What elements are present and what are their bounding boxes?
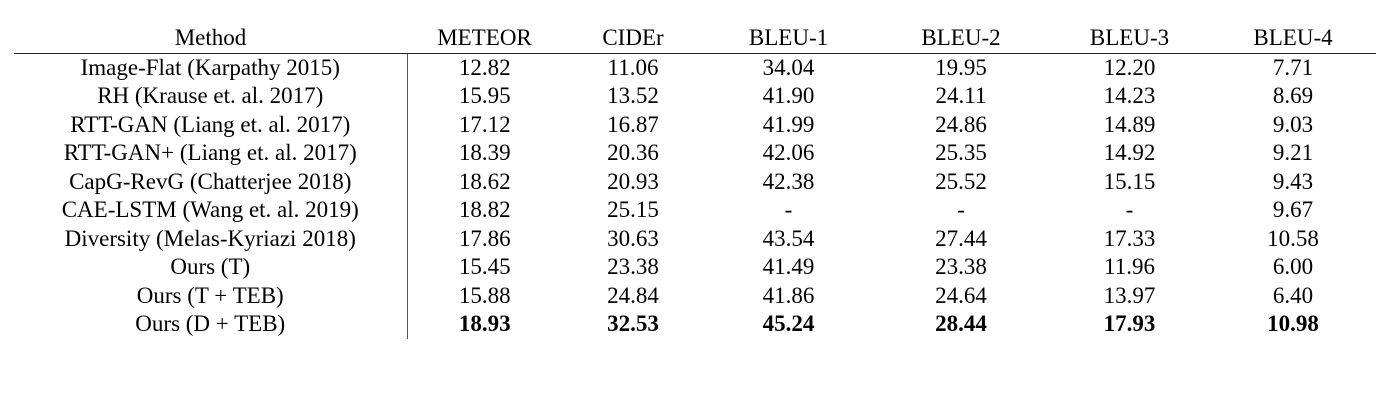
cider-cell: 13.52 [607,83,659,108]
method-cell: RH (Krause et. al. 2017) [14,82,408,111]
meteor-cell: 12.82 [458,54,511,80]
bleu-3-cell: 12.20 [1103,54,1156,80]
table-row: CAE-LSTM (Wang et. al. 2019) 18.82 25.15 - -… [14,196,1376,225]
method-cell: RTT-GAN (Liang et. al. 2017) [14,110,408,139]
cider-cell: 16.87 [607,111,659,137]
bleu-1-cell: 42.06 [762,140,815,165]
meteor-cell: 18.82 [458,197,511,222]
bleu-4-cell: 6.40 [1272,282,1314,308]
bleu-3-cell: 11.96 [1104,254,1155,279]
cider-cell: 23.38 [607,254,659,279]
bleu-2-cell: 24.64 [935,282,987,308]
column-header-bleu-4: BLEU-4 [1210,24,1376,54]
bleu-3-cell: 14.89 [1103,111,1156,137]
bleu-2-cell: 25.52 [935,168,987,194]
bleu-1-cell: 42.38 [762,168,815,194]
bleu-3-cell: - [1125,197,1134,222]
bleu-4-cell: 9.03 [1272,111,1314,137]
bleu-3-cell: 14.23 [1103,83,1156,108]
bleu-1-cell: 34.04 [762,54,815,80]
table-row: CapG-RevG (Chatterjee 2018) 18.62 20.93 42.… [14,167,1376,196]
bleu-2-cell: 25.35 [935,140,987,165]
meteor-cell: 18.62 [458,168,511,194]
method-cell: CapG-RevG (Chatterjee 2018) [14,167,408,196]
bleu-2-cell: 24.86 [935,111,987,137]
bleu-3-cell: 15.15 [1103,168,1156,194]
bleu-4-cell: 8.69 [1272,83,1314,108]
meteor-cell: 18.93 [458,311,511,336]
bleu-3-cell: 17.33 [1103,225,1156,251]
bleu-1-cell: 41.99 [762,111,815,137]
bleu-1-cell: 45.24 [762,311,815,336]
cider-cell: 24.84 [607,282,659,308]
method-cell: RTT-GAN+ (Liang et. al. 2017) [14,139,408,168]
bleu-2-cell: 28.44 [935,311,987,336]
meteor-cell: 17.12 [458,111,511,137]
bleu-3-cell: 14.92 [1103,140,1156,165]
bleu-4-cell: 9.43 [1272,168,1314,194]
bleu-1-cell: 43.54 [762,225,815,251]
header-row: Method METEOR CIDEr BLEU-1 BLEU-2 BLEU-3… [14,24,1376,54]
table-row: Ours (T) 15.45 23.38 41.49 23.38 11.96 6.00 [14,253,1376,282]
cider-cell: 25.15 [607,197,659,222]
bleu-1-cell: 41.90 [762,83,815,108]
table-row: RTT-GAN (Liang et. al. 2017) 17.12 16.87 41… [14,110,1376,139]
table-row: Ours (T + TEB) 15.88 24.84 41.86 24.64 13.97 6… [14,281,1376,310]
meteor-cell: 15.88 [458,282,511,308]
bleu-4-cell: 6.00 [1272,254,1314,279]
table-row: Diversity (Melas-Kyriazi 2018) 17.86 30.63… [14,224,1376,253]
cider-cell: 32.53 [607,311,659,336]
method-cell: Image-Flat (Karpathy 2015) [14,53,408,82]
cider-cell: 20.36 [607,140,659,165]
bleu-2-cell: 24.11 [935,83,987,108]
bleu-1-cell: 41.86 [762,282,815,308]
table-row: Image-Flat (Karpathy 2015) 12.82 11.06 34.0… [14,53,1376,82]
meteor-cell: 15.95 [458,83,511,108]
bleu-1-cell: - [784,197,793,222]
table-row: Ours (D + TEB) 18.93 32.53 45.24 28.44 17.93 1… [14,310,1376,339]
bleu-4-cell: 9.67 [1272,197,1314,222]
bleu-3-cell: 17.93 [1103,311,1156,336]
method-cell: Ours (T + TEB) [14,281,408,310]
table-row: RTT-GAN+ (Liang et. al. 2017) 18.39 20.36 4… [14,139,1376,168]
bleu-4-cell: 10.98 [1267,311,1319,336]
bleu-1-cell: 41.49 [762,254,815,279]
column-header-cider: CIDEr [562,24,704,54]
meteor-cell: 18.39 [458,140,511,165]
cider-cell: 11.06 [607,54,659,80]
bleu-2-cell: 19.95 [935,54,987,80]
table-body: Image-Flat (Karpathy 2015) 12.82 11.06 34.0… [14,53,1376,339]
meteor-cell: 17.86 [458,225,511,251]
bleu-2-cell: 27.44 [935,225,987,251]
method-cell: Diversity (Melas-Kyriazi 2018) [14,224,408,253]
column-header-bleu-1: BLEU-1 [704,24,873,54]
method-cell: CAE-LSTM (Wang et. al. 2019) [14,196,408,225]
method-cell: Ours (D + TEB) [14,310,408,339]
results-table: Method METEOR CIDEr BLEU-1 BLEU-2 BLEU-3… [14,24,1376,339]
cider-cell: 20.93 [607,168,659,194]
bleu-2-cell: - [957,197,965,222]
method-cell: Ours (T) [14,253,408,282]
bleu-4-cell: 9.21 [1272,140,1314,165]
bleu-4-cell: 10.58 [1267,225,1319,251]
column-header-meteor: METEOR [407,24,562,54]
bleu-4-cell: 7.71 [1272,54,1314,80]
meteor-cell: 15.45 [458,254,511,279]
column-header-method: Method [14,24,407,54]
column-header-bleu-2: BLEU-2 [873,24,1049,54]
table-row: RH (Krause et. al. 2017) 15.95 13.52 41.90 2… [14,82,1376,111]
bleu-2-cell: 23.38 [935,254,987,279]
cider-cell: 30.63 [607,225,659,251]
column-header-bleu-3: BLEU-3 [1049,24,1210,54]
bleu-3-cell: 13.97 [1103,282,1156,308]
